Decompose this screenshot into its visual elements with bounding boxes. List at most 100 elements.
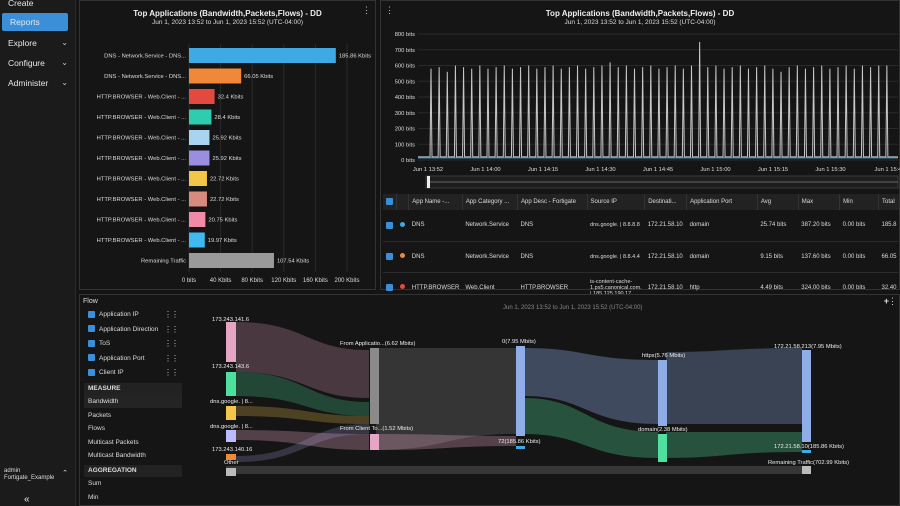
x-tick-label: 200 Kbits [334,278,359,284]
col-max[interactable]: Max [798,194,841,210]
row-checkbox[interactable] [383,210,397,242]
chevron-down-icon: ⌄ [61,58,68,67]
y-tick-label: 100 bits [395,142,415,148]
cell-desc: DNS [517,241,588,273]
col-avg[interactable]: Avg [757,194,799,210]
table-row[interactable]: DNS Network.Service DNS dns.google. | 8.8.4… [383,241,900,273]
nav-reports[interactable]: Reports [2,13,68,31]
table-row[interactable]: DNS Network.Service DNS dns.google. | 8.8.8… [383,210,900,242]
nav-create[interactable]: Create [0,0,76,12]
flow-link [524,348,658,424]
sankey-diagram: 173.243.141.6 173.243.143.6 dns.google. | … [210,317,849,476]
cell-cat: Network.Service [462,210,518,242]
x-tick-label: Jun 1 13:52 [413,167,443,173]
drag-handle-icon[interactable]: ⋮⋮ [164,324,179,334]
node-label: From Applicatio...(6.62 Mbits) [340,341,415,347]
x-tick-label: 160 Kbits [303,278,328,284]
nav-configure[interactable]: Configure ⌄ [0,54,76,72]
measure-option[interactable]: Multicast Packets [88,438,139,446]
cell-avg: 25.74 bits [757,210,799,242]
sankey-node [226,322,236,362]
value-label: 32.4 Kbits [218,95,244,101]
col-source-ip[interactable]: Source IP [587,194,646,210]
col-app-category[interactable]: App Category ... [462,194,519,210]
line-chart: 0 bits 100 bits 200 bits 300 bits 400 bits 50… [395,32,900,189]
sidebar-nav: Create Reports Explore ⌄ Configure ⌄ Admin… [0,0,76,506]
row-color-dot [396,210,409,242]
col-destination[interactable]: Destinati... [644,194,688,210]
range-handle-left [427,176,430,188]
add-icon[interactable]: + [883,296,889,306]
measure-option[interactable]: Packets [88,411,112,419]
table-header-row: App Name -... App Category ... App Desc … [383,194,900,210]
node-label: domain(2.38 Mbits) [638,427,688,433]
category-label: HTTP.BROWSER - Web.Client - ... [97,238,187,244]
option-label: Application Direction [99,325,159,333]
cell-src: dns.google. | 8.8.4.4 [587,241,645,273]
bar [189,253,274,268]
measure-option[interactable]: Flows [88,425,105,432]
flow-option[interactable]: Application Port ⋮⋮ [88,352,182,366]
option-checkbox[interactable] [88,310,95,318]
collapse-sidebar-button[interactable]: « [24,494,30,505]
sankey-node [226,454,236,460]
drag-handle-icon[interactable]: ⋮⋮ [164,310,179,319]
category-label: DNS - Network.Service - DNS... [104,74,186,80]
option-checkbox[interactable] [88,368,95,376]
flow-link [524,398,658,458]
bar [189,68,242,84]
flow-link [236,424,369,462]
node-label: dns.google. | 8... [210,424,253,430]
option-checkbox[interactable] [88,325,95,333]
more-options-icon[interactable]: ⋮ [888,296,897,306]
measure-heading: MEASURE [84,383,182,395]
flow-option[interactable]: ToS ⋮⋮ [88,337,182,351]
y-tick-label: 300 bits [395,111,415,117]
option-checkbox[interactable] [88,339,95,347]
cell-port: domain [686,210,758,242]
option-checkbox[interactable] [88,354,95,362]
more-options-icon[interactable]: ⋮ [362,5,371,15]
chevron-down-icon: ⌄ [61,78,68,87]
y-tick-label: 0 bits [401,158,415,164]
more-options-icon[interactable]: ⋮ [385,5,394,15]
category-label: HTTP.BROWSER - Web.Client - ... [97,136,187,142]
measure-option[interactable]: Multicast Bandwidth [88,452,146,459]
flow-option[interactable]: Client IP ⋮⋮ [88,366,182,380]
value-label: 66.05 Kbits [244,74,273,80]
col-app-port[interactable]: Application Port [686,194,758,210]
col-min[interactable]: Min [839,194,879,210]
row-color-dot [396,241,409,273]
nav-explore[interactable]: Explore ⌄ [0,34,76,52]
drag-handle-icon[interactable]: ⋮⋮ [164,368,179,377]
nav-administer[interactable]: Administer ⌄ [0,74,76,92]
y-tick-label: 800 bits [395,32,415,38]
measure-option[interactable]: Bandwidth [84,395,182,408]
chevron-down-icon: ⌄ [61,38,68,47]
col-app-name[interactable]: App Name -... [408,194,463,210]
flow-title: Flow [83,298,98,305]
sankey-node [370,434,379,450]
aggregation-option[interactable]: Min [88,493,99,501]
bar [189,89,215,104]
y-tick-label: 500 bits [395,79,415,85]
cell-dst: 172.21.58.10 [644,241,687,273]
bar-chart: 0 bits 40 Kbits 80 Kbits 120 Kbits 160 Kbits… [97,44,371,284]
value-label: 20.75 Kbits [208,218,237,224]
flow-option[interactable]: Application Direction ⋮⋮ [88,323,182,337]
col-app-desc[interactable]: App Desc - Fortigate [517,194,588,210]
sankey-node [802,466,811,474]
y-tick-label: 700 bits [395,48,415,54]
drag-handle-icon[interactable]: ⋮⋮ [164,339,179,348]
cell-cat: Network.Service [462,241,518,273]
flow-option[interactable]: Application IP ⋮⋮ [88,308,182,322]
user-menu[interactable]: admin Fortigate_Example ⌃ [4,468,72,482]
node-label: dns.google. | 8... [210,399,253,405]
row-checkbox[interactable] [383,241,397,273]
value-label: 25.92 Kbits [212,156,241,162]
aggregation-option[interactable]: Sum [88,480,102,487]
select-all-checkbox[interactable] [383,194,398,210]
drag-handle-icon[interactable]: ⋮⋮ [164,353,179,363]
cell-app: DNS [408,210,463,242]
col-total[interactable]: Total [878,194,900,210]
